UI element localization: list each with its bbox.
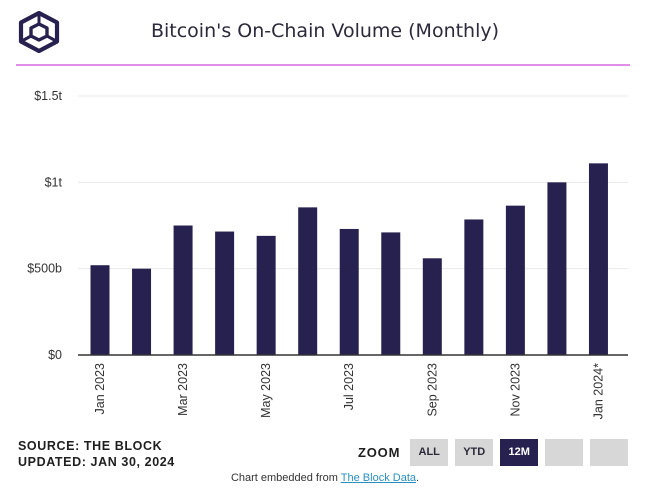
embed-prefix: Chart embedded from [230,472,341,484]
the-block-logo [18,11,60,53]
title-divider [16,64,630,66]
bar-11 [505,205,525,355]
zoom-extra-button-1[interactable] [545,438,584,466]
zoom-extra-button-2[interactable] [590,438,629,466]
zoom-ytd-button[interactable]: YTD [455,438,494,466]
y-tick-label: $1t [45,175,63,189]
source-line: SOURCE: THE BLOCK [18,439,163,453]
x-tick-label: Jan 2023 [93,363,107,414]
embed-credit: Chart embedded from The Block Data. [0,472,650,484]
bar-1 [90,265,110,355]
source-info: SOURCE: THE BLOCK UPDATED: JAN 30, 2024 [18,438,175,470]
x-tick-label: May 2023 [259,363,273,418]
x-tick-label: Nov 2023 [508,363,522,417]
bar-12 [547,182,567,355]
bar-7 [339,228,359,355]
bar-2 [132,268,152,355]
the-block-data-link[interactable]: The Block Data [340,472,416,484]
bar-13 [588,163,608,355]
bar-10 [464,219,484,355]
zoom-controls: ZOOM ALL YTD 12M [358,438,635,466]
bar-chart: $0 $500b $1t $1.5t Jan 2023 Mar 2023 May 2023 J… [27,89,628,419]
x-tick-label: Sep 2023 [425,363,439,417]
embed-suffix: . [416,472,420,484]
bar-9 [422,258,442,355]
bar-3 [173,225,193,355]
x-tick-label: Jan 2024* [591,363,605,419]
bar-4 [215,231,235,355]
zoom-label: ZOOM [358,444,401,460]
chart-header: Bitcoin's On-Chain Volume (Monthly) [0,0,650,66]
x-tick-label: Jul 2023 [342,363,356,410]
chart-title: Bitcoin's On-Chain Volume (Monthly) [150,20,500,42]
y-tick-label: $0 [48,348,62,362]
zoom-12m-button[interactable]: 12M [500,438,539,466]
bar-8 [381,232,401,355]
bar-5 [256,235,276,355]
zoom-all-button[interactable]: ALL [410,438,449,466]
x-tick-label: Mar 2023 [176,363,190,416]
bar-6 [298,207,318,355]
y-tick-label: $1.5t [34,89,62,103]
updated-line: UPDATED: JAN 30, 2024 [18,455,175,469]
y-tick-label: $500b [27,262,62,276]
